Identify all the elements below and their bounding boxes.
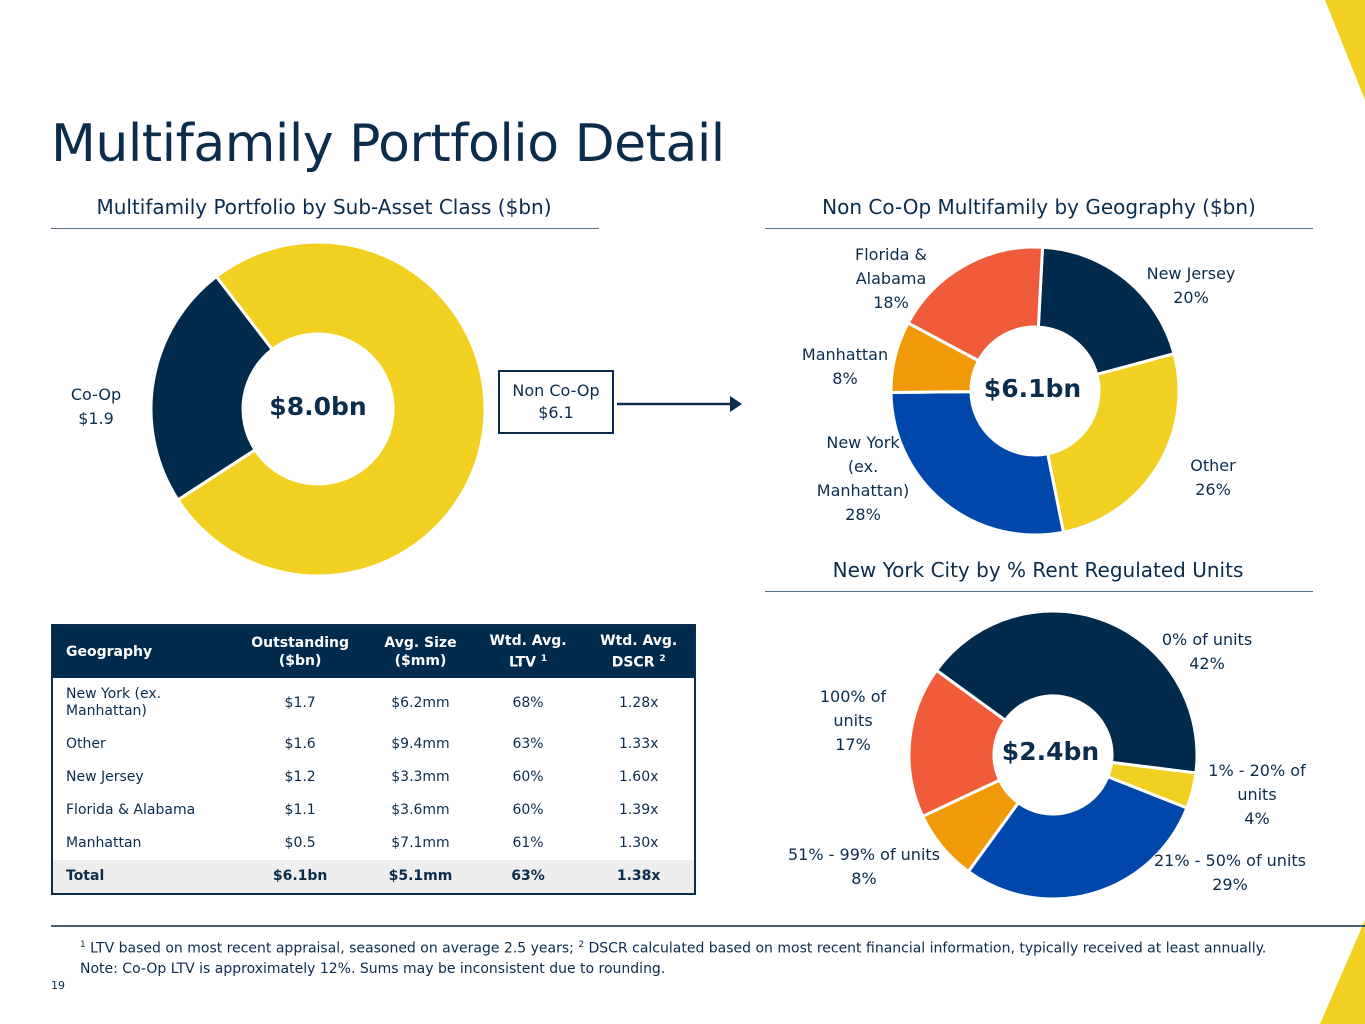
accent-bottom-triangle [1320,920,1365,1024]
slice-label-manhattan: Manhattan 8% [801,345,889,388]
table-header-geography: Geography [53,626,232,678]
table-header-row: Geography Outstanding ($bn) Avg. Size ($mm… [53,626,694,678]
section-rule-left [51,228,599,229]
section-title-geography: Non Co-Op Multifamily by Geography ($bn) [822,195,1256,219]
slice-label-1-20-pct: 1% - 20% of units 4% [1208,761,1306,828]
table-header-avg-size: Avg. Size ($mm) [368,626,473,678]
donut-slice-2-0 [934,609,1199,775]
section-title-sub-asset: Multifamily Portfolio by Sub-Asset Class… [96,195,552,219]
callout-line1: Non Co-Op [512,381,600,400]
table-row: Manhattan $0.5 $7.1mm 61% 1.30x [66,835,659,851]
donut-slice-1-1 [1045,351,1181,534]
table-row: New York (ex. Manhattan) $1.7 $6.2mm 68% 1.2… [66,686,659,719]
donut-slice-2-4 [907,668,1008,819]
donut-geography [889,245,1181,537]
section-title-rent-regulated: New York City by % Rent Regulated Units [832,558,1244,582]
slice-label-co-op-name: Co-Op [70,385,122,404]
non-co-op-callout: Non Co-Op $6.1 [498,370,614,434]
table-row: Other $1.6 $9.4mm 63% 1.33x [66,736,659,752]
page-number: 19 [51,979,65,992]
table-header-ltv: Wtd. Avg. LTV 1 [472,626,584,678]
geography-table: Geography Outstanding ($bn) Avg. Size ($mm… [51,624,696,895]
donut-sub-asset [149,240,487,578]
section-rule-right-bottom [765,591,1313,592]
footnote-line1: 1 LTV based on most recent appraisal, se… [80,940,1267,957]
donut-geography-center-label: $6.1bn [983,374,1082,403]
donut-sub-asset-center-label: $8.0bn [269,392,367,421]
donut-slice-1-4 [906,245,1045,363]
donut-rent-center-label: $2.4bn [1001,737,1100,766]
slice-label-100-pct: 100% of units 17% [819,687,887,754]
table-row: Florida & Alabama $1.1 $3.6mm 60% 1.39x [66,802,659,818]
slice-label-florida-alabama: Florida & Alabama 18% [855,245,927,312]
footnote-line2: Note: Co-Op LTV is approximately 12%. Su… [80,960,666,977]
donut-slice-1-0 [1036,245,1176,377]
slice-label-other: Other 26% [1190,456,1236,499]
table-row: New Jersey $1.2 $3.3mm 60% 1.60x [66,769,659,785]
table-header-dscr: Wtd. Avg. DSCR 2 [583,626,694,678]
donut-slice-1-2 [889,390,1066,537]
table-total-row: Total $6.1bn $5.1mm 63% 1.38x [53,860,694,893]
donut-slice-0-1 [175,240,487,578]
table-header-outstanding: Outstanding ($bn) [232,626,369,678]
donut-rent-regulated [907,609,1199,901]
donut-slice-2-2 [966,774,1189,901]
callout-line2: $6.1 [538,403,574,422]
arrow-head-icon [730,396,742,412]
slice-label-0-pct: 0% of units 42% [1161,630,1253,673]
slice-label-co-op-value: $1.9 [78,409,114,428]
slice-label-new-york: New York (ex. Manhattan) 28% [816,433,910,524]
slice-label-new-jersey: New Jersey 20% [1146,264,1236,307]
page-title: Multifamily Portfolio Detail [51,114,725,174]
accent-top-triangle [1325,0,1365,100]
slice-label-51-99-pct: 51% - 99% of units 8% [788,845,940,888]
section-rule-right-top [765,228,1313,229]
footnotes: 1 LTV based on most recent appraisal, se… [80,935,1266,979]
slice-label-21-50-pct: 21% - 50% of units 29% [1154,851,1306,894]
donut-slice-0-0 [149,274,275,503]
slice-label-co-op: Co-Op $1.9 [48,383,144,431]
